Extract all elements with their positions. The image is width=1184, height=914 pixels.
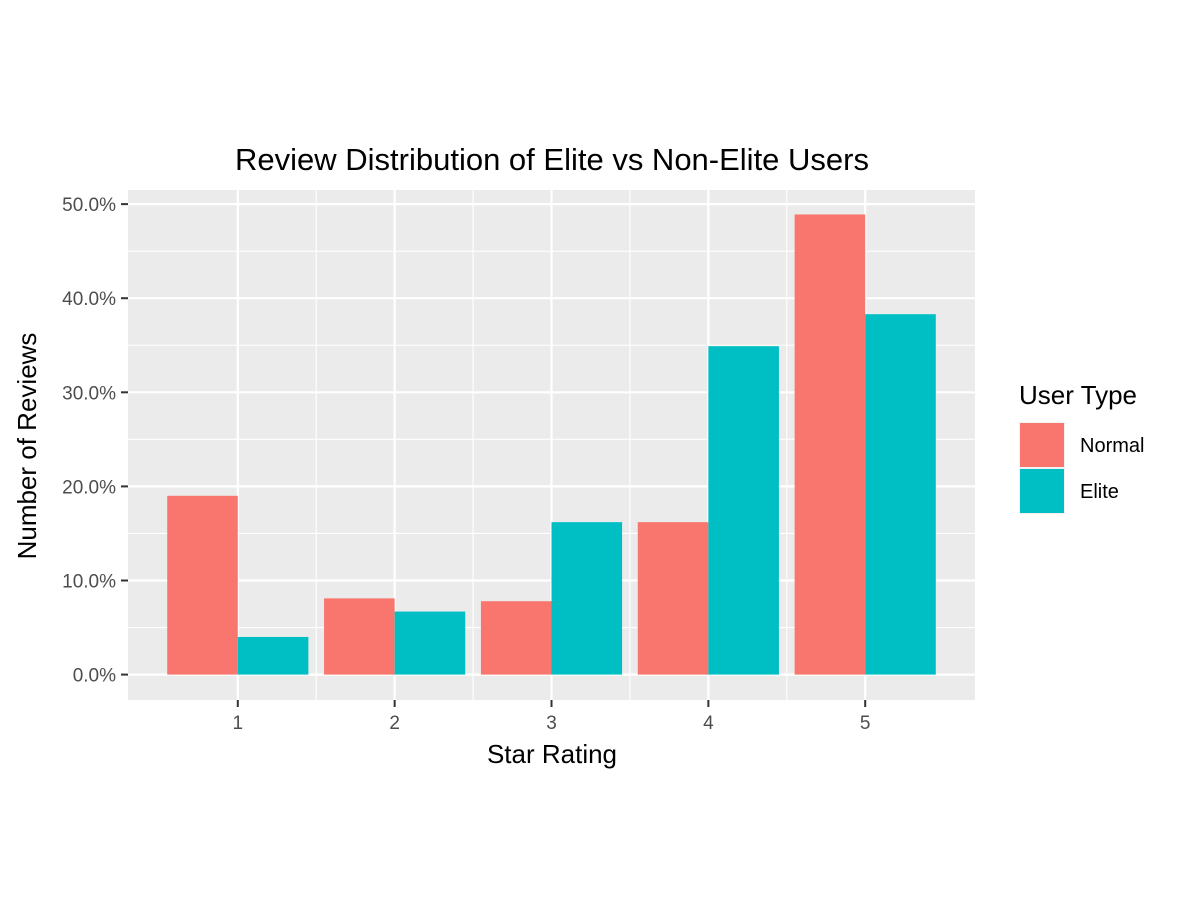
- bar-normal-3: [480, 601, 552, 675]
- x-axis-title: Star Rating: [487, 739, 617, 769]
- y-tick-label: 40.0%: [62, 289, 116, 310]
- bar-elite-3: [551, 522, 623, 675]
- legend-label-normal: Normal: [1080, 435, 1144, 457]
- x-axis: 1 2 3 4 5: [233, 700, 871, 734]
- x-tick-label: 5: [860, 713, 871, 734]
- x-tick-label: 2: [389, 713, 400, 734]
- legend: User Type Normal Elite: [1019, 380, 1144, 514]
- bar-normal-2: [324, 598, 395, 675]
- bars: [167, 214, 936, 675]
- y-axis-title: Number of Reviews: [12, 333, 42, 560]
- x-tick-label: 4: [703, 713, 714, 734]
- chart-title: Review Distribution of Elite vs Non-Elit…: [235, 142, 869, 177]
- bar-normal-1: [167, 495, 238, 675]
- y-tick-label: 50.0%: [62, 195, 116, 216]
- y-tick-label: 30.0%: [62, 383, 116, 404]
- y-tick-label: 0.0%: [73, 666, 116, 687]
- legend-swatch-normal: [1020, 423, 1064, 467]
- legend-swatch-elite: [1020, 469, 1064, 513]
- bar-elite-5: [865, 314, 936, 675]
- x-tick-label: 1: [233, 713, 244, 734]
- legend-label-elite: Elite: [1080, 481, 1119, 503]
- y-tick-label: 20.0%: [62, 477, 116, 498]
- legend-title: User Type: [1019, 380, 1137, 410]
- x-tick-label: 3: [546, 713, 557, 734]
- bar-elite-2: [394, 611, 466, 675]
- bar-elite-4: [708, 346, 779, 675]
- y-axis: 0.0% 10.0% 20.0% 30.0% 40.0% 50.0%: [62, 195, 128, 687]
- bar-normal-4: [637, 522, 709, 675]
- y-tick-label: 10.0%: [62, 571, 116, 592]
- bar-elite-1: [237, 636, 309, 675]
- bar-normal-5: [794, 214, 866, 675]
